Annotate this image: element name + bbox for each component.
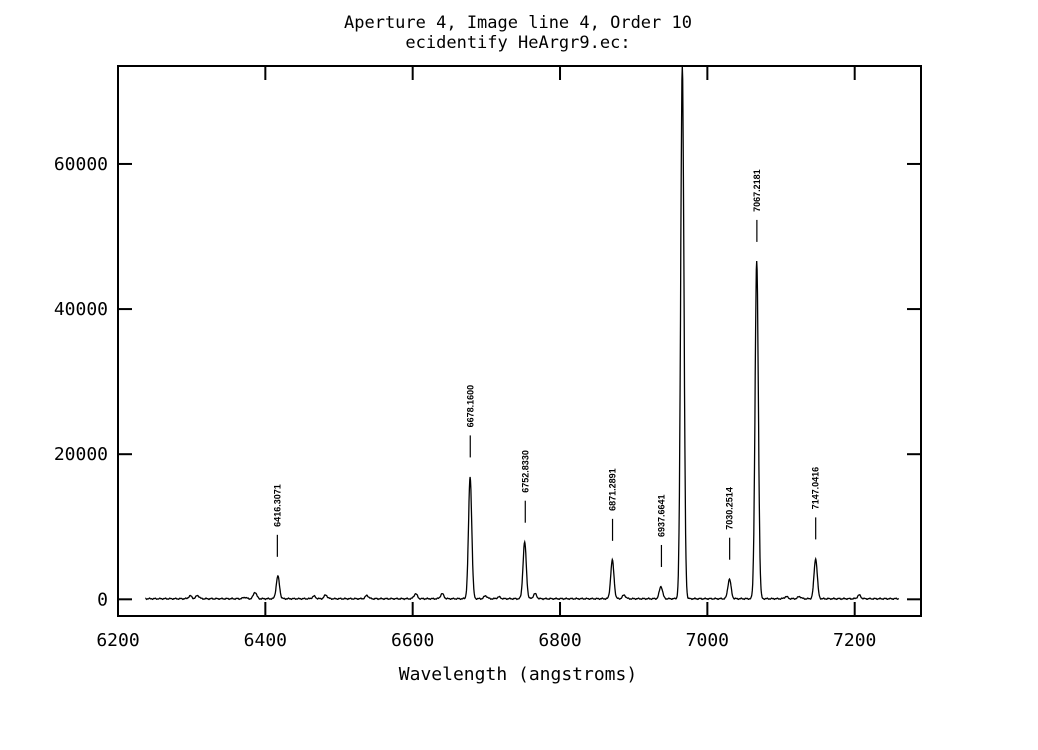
y-tick-label: 60000 xyxy=(54,154,108,175)
x-axis: 6200 6400 6600 6800 7000 7200 xyxy=(96,66,876,651)
chart-subtitle: ecidentify HeArgr9.ec: xyxy=(405,33,630,53)
line-id-label: 7147.0416 xyxy=(811,467,821,510)
x-tick-label: 7000 xyxy=(686,630,729,651)
line-id-label: 6871.2891 xyxy=(608,468,618,511)
line-id-label: 7030.2514 xyxy=(725,487,735,530)
x-tick-label: 6400 xyxy=(244,630,287,651)
line-id-label: 7067.2181 xyxy=(752,169,762,212)
y-tick-label: 40000 xyxy=(54,299,108,320)
x-tick-label: 6800 xyxy=(538,630,581,651)
line-identifications: 6416.3071 6678.1600 6752.8330 6871.2891 6937… xyxy=(272,169,821,567)
x-tick-label: 6600 xyxy=(391,630,434,651)
line-id-label: 6752.8330 xyxy=(520,450,530,493)
x-axis-label: Wavelength (angstroms) xyxy=(399,664,637,685)
y-tick-label: 20000 xyxy=(54,444,108,465)
x-tick-label: 6200 xyxy=(96,630,139,651)
spectrum-line xyxy=(145,65,900,601)
x-tick-label: 7200 xyxy=(833,630,876,651)
line-id-label: 6937.6641 xyxy=(656,494,666,537)
chart-title: Aperture 4, Image line 4, Order 10 xyxy=(344,13,692,33)
y-axis: 0 20000 40000 60000 xyxy=(54,154,921,610)
line-id-label: 6416.3071 xyxy=(272,484,282,527)
line-id-label: 6678.1600 xyxy=(465,385,475,428)
plot-frame xyxy=(117,65,922,617)
y-tick-label: 0 xyxy=(97,589,108,610)
